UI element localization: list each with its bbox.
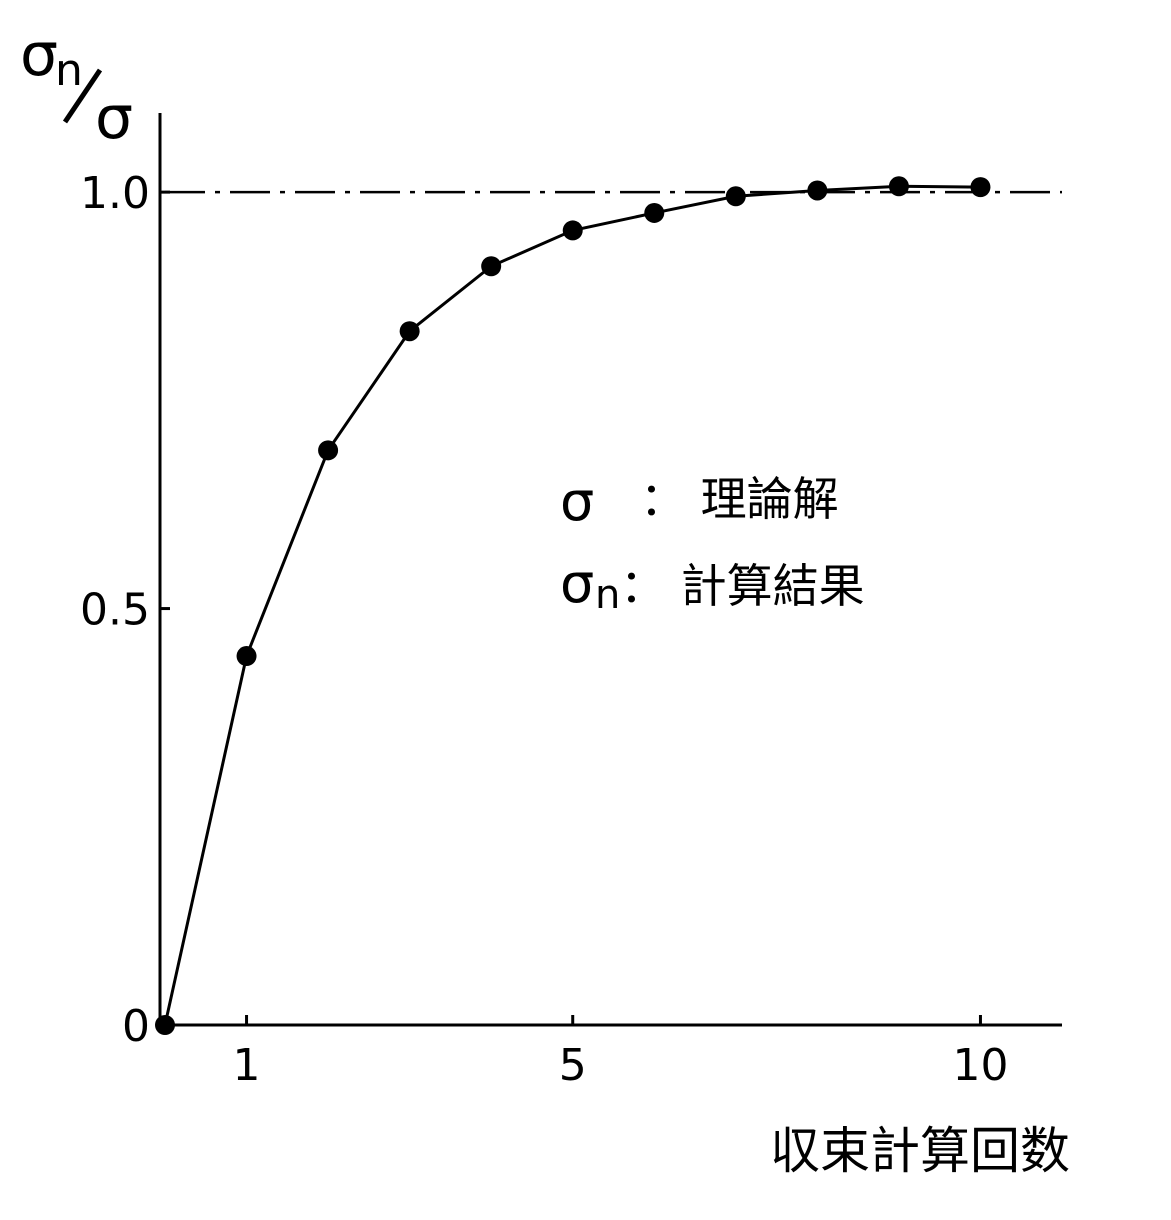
x-tick-label: 1 (233, 1040, 261, 1091)
legend-2: σ n ： 計算結果 (560, 552, 865, 618)
legend-text: ： 計算結果 (620, 559, 865, 613)
point (481, 256, 502, 277)
x-label: 収束計算回数 (770, 1122, 1070, 1180)
legend-text: ： 理論解 (640, 472, 839, 526)
y-label-subscript: n (55, 45, 83, 96)
y-label-denominator: σ (95, 83, 133, 153)
x-tick-label: 5 (559, 1040, 587, 1091)
point (562, 220, 583, 241)
legend-subscript: n (595, 572, 620, 618)
point (970, 177, 991, 198)
point (318, 440, 339, 461)
point (888, 176, 909, 197)
y-label-symbol: σ (20, 20, 58, 90)
legend-symbol: σ (560, 552, 594, 615)
point (155, 1015, 175, 1035)
point (725, 186, 746, 207)
y-tick-label: 0 (122, 1001, 150, 1052)
point (399, 321, 420, 342)
legend-1: σ ： 理論解 (560, 470, 839, 533)
point (644, 202, 665, 223)
legend-symbol: σ (560, 470, 594, 533)
y-tick-label: 0.5 (80, 585, 150, 636)
point (236, 646, 257, 667)
y-label-slash (62, 68, 103, 124)
x-tick-label: 10 (952, 1040, 1008, 1091)
point (807, 180, 828, 201)
y-tick-label: 1.0 (80, 168, 150, 219)
